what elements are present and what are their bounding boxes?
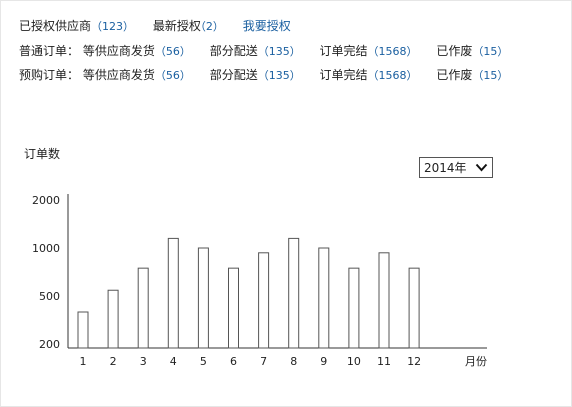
x-tick-label: 12 [407, 355, 421, 368]
status-count: 135 [258, 45, 301, 58]
bar [77, 311, 89, 349]
pre-partial-delivery[interactable]: 部分配送135 [210, 67, 301, 84]
year-select-value: 2014年 [424, 161, 467, 175]
x-tick-label: 6 [230, 355, 237, 368]
normal-completed[interactable]: 订单完结1568 [320, 43, 418, 60]
authorized-suppliers[interactable]: 已授权供应商123 [19, 18, 134, 35]
x-tick-label: 3 [140, 355, 147, 368]
x-tick-label: 11 [377, 355, 391, 368]
status-count: 135 [258, 69, 301, 82]
chart-y-label: 订单数 [24, 147, 61, 161]
x-tick-label: 10 [347, 355, 361, 368]
authorized-suppliers-label: 已授权供应商 [19, 19, 92, 33]
normal-awaiting-shipment[interactable]: 等供应商发货56 [83, 43, 191, 60]
status-count: 56 [155, 69, 191, 82]
status-count: 1568 [368, 69, 418, 82]
x-tick-label: 7 [260, 355, 267, 368]
bar [318, 247, 330, 349]
x-tick-label: 9 [320, 355, 327, 368]
bar [107, 289, 119, 349]
normal-voided[interactable]: 已作废15 [436, 43, 508, 60]
authorized-suppliers-count: 123 [91, 20, 134, 33]
latest-auth[interactable]: 最新授权2 [153, 18, 224, 35]
bar [288, 237, 300, 349]
latest-auth-label: 最新授权 [152, 19, 201, 33]
status-count: 15 [472, 45, 508, 58]
pre-voided[interactable]: 已作废15 [436, 67, 508, 84]
status-label: 部分配送 [209, 68, 258, 82]
x-tick-label: 8 [290, 355, 297, 368]
request-auth-link[interactable]: 我要授权 [242, 19, 291, 33]
chevron-down-icon [475, 163, 488, 172]
x-tick-label: 1 [80, 355, 87, 368]
status-label: 订单完结 [319, 68, 368, 82]
y-tick-label: 200 [39, 338, 60, 351]
bar [408, 267, 420, 349]
y-tick-label: 500 [39, 290, 60, 303]
status-label: 订单完结 [319, 44, 368, 58]
status-count: 1568 [368, 45, 418, 58]
latest-auth-count: 2 [195, 20, 224, 33]
status-label: 已作废 [436, 68, 473, 82]
preorders-row: 预购订单： 等供应商发货56 部分配送135 订单完结1568 已作废15 [19, 67, 523, 83]
status-label: 等供应商发货 [82, 68, 155, 82]
bar [228, 267, 239, 349]
x-tick-label: 5 [200, 355, 207, 368]
summary-row: 已授权供应商123 最新授权2 我要授权 [19, 18, 306, 34]
pre-completed[interactable]: 订单完结1568 [320, 67, 418, 84]
bar [378, 252, 390, 349]
x-tick-label: 2 [110, 355, 117, 368]
year-select[interactable]: 2014年 [419, 157, 493, 178]
status-label: 部分配送 [209, 44, 258, 58]
preorders-label: 预购订单： [19, 68, 80, 82]
bar [197, 247, 209, 349]
x-axis-label: 月份 [465, 355, 487, 368]
status-count: 15 [472, 69, 508, 82]
x-tick-label: 4 [170, 355, 177, 368]
normal-orders-label: 普通订单： [19, 44, 80, 58]
normal-partial-delivery[interactable]: 部分配送135 [210, 43, 301, 60]
status-label: 已作废 [436, 44, 473, 58]
bar [137, 267, 149, 349]
pre-awaiting-shipment[interactable]: 等供应商发货56 [83, 67, 191, 84]
normal-orders-row: 普通订单： 等供应商发货56 部分配送135 订单完结1568 已作废15 [19, 43, 523, 59]
bar [258, 252, 270, 349]
status-count: 56 [155, 45, 191, 58]
y-tick-label: 2000 [32, 194, 60, 207]
y-tick-label: 1000 [32, 242, 60, 255]
bar [348, 267, 360, 349]
bar [167, 237, 179, 349]
status-label: 等供应商发货 [82, 44, 155, 58]
